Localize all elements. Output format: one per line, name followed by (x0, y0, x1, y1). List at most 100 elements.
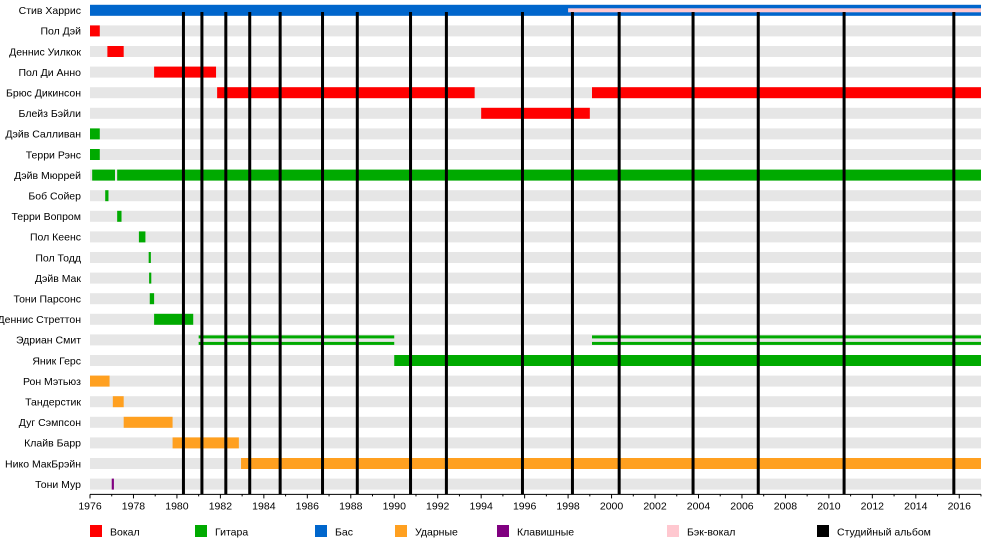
x-tick-label: 1978 (122, 500, 146, 512)
membership-bar (481, 107, 590, 119)
row-stripe (90, 478, 981, 490)
row-stripe (90, 190, 981, 202)
legend-label: Бэк-вокал (687, 527, 735, 539)
member-labels: Стив Харрис Пол Дэй Деннис Уилкок Пол Ди Ан… (0, 5, 81, 491)
row-stripe (90, 396, 981, 408)
member-label: Пол Ди Анно (18, 67, 81, 79)
membership-bar (154, 66, 217, 78)
x-tick-label: 1988 (339, 500, 363, 512)
legend-swatch (395, 525, 407, 537)
x-tick-label: 2008 (774, 500, 798, 512)
member-label: Нико МакБрэйн (5, 458, 81, 470)
row-stripe (90, 210, 981, 222)
membership-bar (117, 169, 982, 181)
row-stripe (90, 25, 981, 37)
membership-bar (90, 25, 100, 37)
x-tick-label: 1982 (209, 500, 233, 512)
membership-bar (117, 210, 122, 222)
membership-bar (394, 355, 981, 366)
member-label: Тони Мур (35, 479, 81, 491)
x-tick-label: 2014 (904, 500, 928, 512)
member-label: Дэйв Мак (35, 273, 82, 285)
x-tick-label: 1998 (556, 500, 580, 512)
x-tick-label: 2002 (643, 500, 667, 512)
member-label: Дэйв Мюррей (14, 170, 81, 182)
member-label: Деннис Уилкок (9, 46, 81, 58)
row-stripe (90, 66, 981, 78)
member-label: Брюс Дикинсон (6, 88, 81, 100)
legend-swatch (90, 525, 102, 537)
member-label: Эдриан Смит (16, 335, 81, 347)
member-label: Боб Сойер (28, 191, 81, 203)
legend-label: Бас (335, 527, 353, 539)
x-axis: 1976 1978 1980 1982 1984 1986 1988 1990 1992 1994… (78, 493, 982, 512)
legend-label: Студийный альбом (837, 527, 931, 539)
x-tick-label: 1990 (383, 500, 407, 512)
membership-bar (107, 46, 124, 57)
member-label: Стив Харрис (19, 5, 81, 17)
membership-bar (217, 87, 475, 99)
member-label: Дэйв Салливан (5, 129, 81, 141)
member-label: Клайв Барр (24, 438, 81, 450)
x-tick-label: 1996 (513, 500, 537, 512)
x-tick-label: 2000 (600, 500, 624, 512)
member-label: Деннис Стреттон (0, 314, 81, 326)
member-label: Пол Дэй (40, 26, 81, 38)
row-stripe (90, 231, 981, 243)
backing-vocal-bar (568, 8, 981, 13)
legend-label: Вокал (110, 527, 140, 539)
row-stripe (90, 149, 981, 160)
membership-bar (92, 169, 115, 181)
membership-bar (592, 341, 981, 345)
membership-bar (198, 341, 395, 345)
legend-swatch (315, 525, 327, 537)
legend: Вокал Гитара Бас Ударные Клавишные Бэк-вокал С… (90, 525, 931, 539)
membership-bar (241, 458, 981, 469)
membership-bar (90, 4, 981, 16)
member-label: Дуг Сэмпсон (19, 417, 81, 429)
membership-bar (123, 416, 173, 428)
legend-label: Клавишные (517, 527, 574, 539)
membership-bar (592, 87, 981, 99)
row-stripe (90, 272, 981, 284)
x-tick-label: 1984 (252, 500, 276, 512)
member-label: Пол Тодд (35, 252, 81, 264)
x-tick-label: 1992 (426, 500, 450, 512)
row-stripe (90, 334, 981, 346)
member-label: Блейз Бэйли (19, 108, 82, 120)
membership-bars (90, 4, 982, 490)
row-stripe (90, 416, 981, 428)
row-stripe (90, 46, 981, 57)
membership-bar (172, 437, 239, 449)
member-label: Терри Рэнс (26, 149, 81, 161)
row-stripe (90, 87, 981, 99)
membership-bar (112, 396, 124, 408)
legend-label: Ударные (415, 527, 458, 539)
membership-bar (90, 128, 100, 140)
x-tick-label: 2006 (730, 500, 754, 512)
row-stripe (90, 313, 981, 325)
member-label: Тони Парсонс (14, 294, 82, 306)
row-stripe (90, 252, 981, 263)
membership-bar (90, 375, 110, 387)
member-label: Рон Мэтьюз (23, 376, 81, 388)
legend-swatch (195, 525, 207, 537)
membership-bar (90, 149, 100, 160)
row-stripe (90, 437, 981, 449)
x-tick-label: 1980 (165, 500, 189, 512)
row-stripe (90, 375, 981, 387)
legend-swatch (817, 525, 829, 537)
membership-bar (148, 252, 151, 263)
membership-bar (149, 272, 152, 284)
membership-bar (198, 335, 395, 339)
member-label: Яник Герс (32, 355, 81, 367)
membership-bar (105, 190, 109, 202)
legend-swatch (497, 525, 509, 537)
legend-label: Гитара (215, 527, 248, 539)
x-tick-label: 1976 (78, 500, 102, 512)
member-label: Терри Вопром (11, 211, 81, 223)
x-tick-label: 1994 (469, 500, 493, 512)
membership-bar (592, 335, 981, 339)
x-tick-label: 2012 (861, 500, 885, 512)
